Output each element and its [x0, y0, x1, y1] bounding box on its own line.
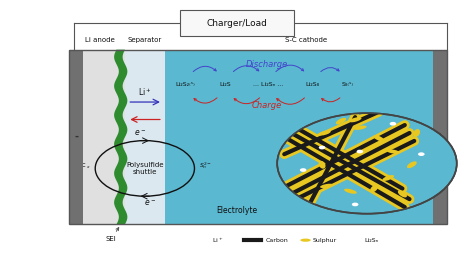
Text: ... Li₂Sₙ ...: ... Li₂Sₙ ... [253, 82, 283, 86]
Ellipse shape [349, 117, 362, 122]
Text: S₈₍ˢ₎: S₈₍ˢ₎ [342, 82, 354, 86]
FancyArrowPatch shape [322, 98, 340, 102]
Text: Charge: Charge [251, 101, 282, 110]
Ellipse shape [301, 239, 311, 242]
Bar [125, 50, 165, 224]
Ellipse shape [318, 130, 331, 136]
Text: Li₂S₂₍ˢ₎: Li₂S₂₍ˢ₎ [175, 82, 195, 86]
Bar [69, 50, 447, 224]
Ellipse shape [398, 190, 407, 197]
Text: SEI: SEI [106, 228, 118, 243]
Text: +: + [436, 132, 444, 142]
Bar [69, 50, 83, 224]
Bar [165, 50, 447, 224]
Circle shape [418, 152, 425, 156]
Text: Electrolyte: Electrolyte [217, 206, 257, 215]
Ellipse shape [344, 189, 357, 194]
FancyArrowPatch shape [194, 98, 217, 103]
Text: Carbon: Carbon [265, 238, 288, 243]
FancyArrowPatch shape [276, 65, 304, 72]
Text: S-C cathode: S-C cathode [285, 37, 328, 43]
Text: -: - [74, 132, 78, 142]
Circle shape [319, 146, 325, 149]
Bar [69, 50, 447, 224]
Text: Discharge: Discharge [246, 60, 288, 69]
Text: Li₂S₈: Li₂S₈ [306, 82, 319, 86]
Circle shape [356, 150, 363, 153]
FancyArrowPatch shape [321, 68, 339, 72]
PathPatch shape [114, 50, 128, 224]
Ellipse shape [353, 126, 366, 130]
Text: $e^-$: $e^-$ [134, 128, 146, 138]
FancyArrowPatch shape [234, 98, 260, 104]
FancyArrowPatch shape [193, 66, 216, 72]
Text: Sulphur: Sulphur [313, 238, 337, 243]
Circle shape [300, 168, 307, 172]
Text: Li anode: Li anode [85, 37, 115, 43]
Bar [433, 50, 447, 224]
Ellipse shape [386, 149, 400, 154]
Text: $e^-$: $e^-$ [144, 199, 155, 209]
FancyArrowPatch shape [233, 66, 259, 72]
Circle shape [390, 122, 396, 126]
Ellipse shape [383, 175, 394, 181]
Text: Charger/Load: Charger/Load [207, 19, 267, 28]
Text: Li$^+$: Li$^+$ [138, 86, 152, 98]
Text: Polysulfide
shuttle: Polysulfide shuttle [126, 162, 164, 175]
Bar [180, 10, 294, 36]
Text: Li₂Sₙ: Li₂Sₙ [365, 238, 379, 243]
Circle shape [352, 203, 358, 206]
Ellipse shape [407, 161, 417, 168]
Text: Separator: Separator [128, 37, 162, 43]
Ellipse shape [336, 118, 346, 124]
Text: Li$^+$: Li$^+$ [212, 236, 224, 245]
Ellipse shape [370, 185, 378, 192]
Ellipse shape [320, 184, 334, 188]
Text: $S_{n-x}^{2-}$: $S_{n-x}^{2-}$ [74, 160, 91, 171]
Bar [83, 50, 131, 224]
Text: $S_{n}^{2-}$: $S_{n}^{2-}$ [199, 160, 212, 171]
Ellipse shape [413, 129, 420, 137]
FancyArrowPatch shape [277, 98, 304, 104]
Text: Li₂S: Li₂S [219, 82, 231, 86]
Ellipse shape [373, 135, 384, 142]
Circle shape [277, 113, 457, 214]
Ellipse shape [319, 161, 326, 169]
